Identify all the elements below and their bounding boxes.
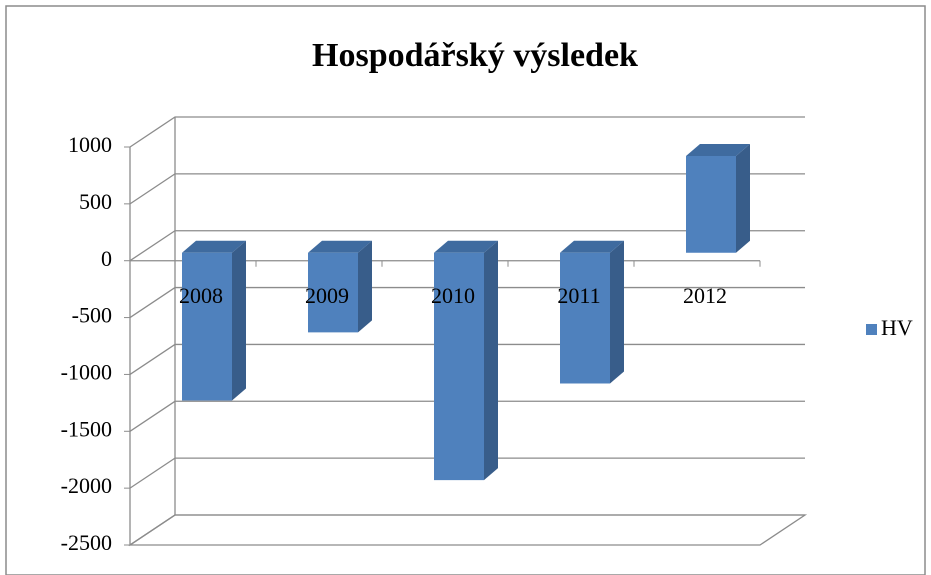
grid-line [129,400,805,432]
bar-front [308,252,358,333]
legend-swatch [866,324,877,335]
grid-line [129,514,805,546]
bar-top [308,240,372,253]
y-tick-label: -2500 [61,530,112,555]
bar-top [434,240,498,253]
bar [182,240,246,401]
bar-side [736,144,750,253]
x-tick-label: 2009 [305,283,349,308]
x-tick-label: 2008 [179,283,223,308]
bar [560,240,624,384]
bar [686,144,750,253]
x-tick-label: 2011 [557,283,600,308]
chart-title: Hospodářský výsledek [312,37,638,74]
bar-top [686,144,750,157]
grid-line [129,173,805,205]
x-tick-label: 2010 [431,283,475,308]
bar-front [182,252,232,401]
bar [434,240,498,481]
legend-label: HV [881,315,913,340]
y-tick-label: 0 [101,246,112,271]
y-tick-label: -500 [72,303,112,328]
y-tick-label: -1500 [61,416,112,441]
y-tick-label: 500 [79,189,112,214]
bar-side [610,240,624,384]
x-tick-label: 2012 [683,283,727,308]
y-tick-label: 1000 [68,132,112,157]
bar-top [560,240,624,253]
grid-line [129,457,805,489]
bar [308,240,372,333]
bar-top [182,240,246,253]
grid-line [129,116,805,148]
bar-front [560,252,610,384]
bar-front [434,252,484,481]
grid-line [129,230,805,262]
bar-side [484,240,498,481]
bar-side [358,240,372,333]
bar-front [686,156,736,253]
y-tick-label: -1000 [61,359,112,384]
y-tick-label: -2000 [61,473,112,498]
bar-side [232,240,246,401]
